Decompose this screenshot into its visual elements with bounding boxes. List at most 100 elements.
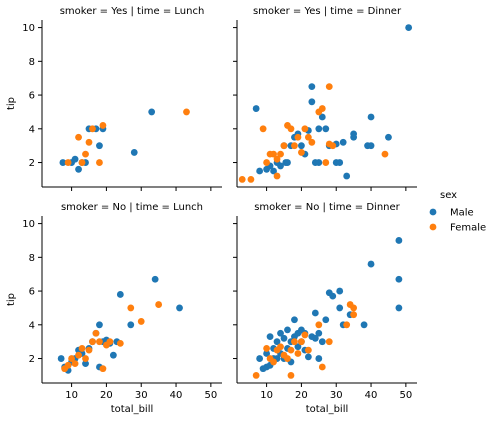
point bbox=[183, 108, 190, 116]
point bbox=[82, 360, 89, 368]
point bbox=[329, 142, 337, 150]
point bbox=[325, 338, 333, 346]
point bbox=[395, 275, 403, 283]
point bbox=[89, 338, 96, 346]
point bbox=[301, 331, 309, 339]
x-axis-label: total_bill bbox=[306, 404, 349, 415]
point bbox=[263, 159, 270, 166]
point bbox=[395, 304, 403, 312]
point bbox=[284, 355, 291, 362]
point bbox=[350, 130, 358, 138]
point bbox=[99, 365, 107, 373]
point bbox=[311, 334, 319, 342]
point bbox=[287, 346, 295, 354]
point bbox=[151, 275, 159, 283]
point bbox=[64, 159, 72, 166]
point bbox=[318, 113, 326, 121]
point bbox=[385, 133, 392, 141]
point bbox=[75, 165, 82, 173]
y-tick-label: 8 bbox=[29, 57, 35, 68]
point bbox=[291, 142, 298, 150]
y-tick-label: 4 bbox=[29, 320, 35, 331]
point bbox=[259, 125, 267, 133]
point bbox=[71, 360, 79, 368]
point bbox=[57, 355, 65, 362]
x-tick-label: 40 bbox=[170, 390, 183, 401]
point bbox=[176, 304, 183, 312]
point bbox=[339, 138, 347, 146]
point bbox=[322, 125, 330, 133]
y-tick-label: 6 bbox=[29, 91, 35, 102]
point bbox=[127, 321, 135, 329]
point bbox=[75, 351, 82, 359]
point bbox=[263, 345, 270, 352]
point bbox=[273, 155, 281, 163]
point bbox=[367, 142, 375, 150]
point bbox=[318, 105, 326, 112]
point bbox=[308, 83, 316, 91]
point bbox=[64, 361, 72, 369]
point bbox=[130, 149, 138, 156]
point bbox=[82, 150, 89, 158]
point bbox=[322, 316, 330, 324]
point bbox=[280, 334, 288, 342]
point bbox=[284, 326, 291, 334]
point bbox=[304, 353, 312, 361]
point bbox=[298, 142, 305, 150]
point bbox=[78, 345, 86, 352]
point bbox=[82, 355, 89, 362]
point bbox=[315, 321, 323, 329]
x-tick-label: 20 bbox=[100, 390, 113, 401]
x-tick-label: 30 bbox=[330, 390, 343, 401]
point bbox=[127, 304, 135, 312]
point bbox=[96, 338, 103, 346]
point bbox=[59, 159, 67, 166]
point bbox=[336, 304, 344, 312]
point bbox=[280, 142, 288, 150]
point bbox=[301, 125, 309, 133]
point bbox=[252, 105, 260, 112]
point bbox=[315, 355, 323, 362]
point bbox=[238, 176, 246, 183]
point bbox=[137, 318, 145, 325]
legend-label: Female bbox=[450, 223, 486, 234]
point bbox=[270, 167, 277, 175]
point bbox=[85, 138, 93, 146]
point bbox=[284, 159, 291, 166]
point bbox=[291, 338, 298, 346]
point bbox=[68, 355, 75, 362]
point bbox=[256, 355, 264, 362]
point bbox=[343, 321, 351, 329]
panel-title: smoker = Yes | time = Lunch bbox=[60, 6, 205, 17]
y-tick-label: 4 bbox=[29, 124, 35, 135]
point bbox=[294, 133, 302, 141]
panel-title: smoker = No | time = Dinner bbox=[254, 202, 400, 213]
point bbox=[106, 338, 114, 346]
point bbox=[277, 329, 284, 337]
y-tick-label: 8 bbox=[29, 253, 35, 264]
point bbox=[273, 338, 281, 346]
point bbox=[148, 108, 156, 116]
x-tick-label: 30 bbox=[135, 390, 148, 401]
point bbox=[75, 133, 82, 141]
point bbox=[367, 260, 375, 268]
point bbox=[343, 172, 351, 180]
x-tick-label: 10 bbox=[65, 390, 78, 401]
y-tick-label: 10 bbox=[22, 23, 35, 34]
point bbox=[395, 237, 403, 244]
point bbox=[266, 333, 274, 341]
point bbox=[308, 98, 316, 106]
point bbox=[311, 309, 319, 317]
point bbox=[298, 149, 305, 156]
point bbox=[270, 358, 277, 366]
point bbox=[71, 155, 79, 163]
point bbox=[329, 292, 337, 300]
point bbox=[381, 150, 389, 158]
point bbox=[116, 339, 124, 347]
point bbox=[109, 351, 117, 359]
point bbox=[367, 113, 375, 121]
point bbox=[350, 304, 358, 312]
y-axis-label: tip bbox=[6, 97, 17, 110]
point bbox=[318, 363, 326, 371]
